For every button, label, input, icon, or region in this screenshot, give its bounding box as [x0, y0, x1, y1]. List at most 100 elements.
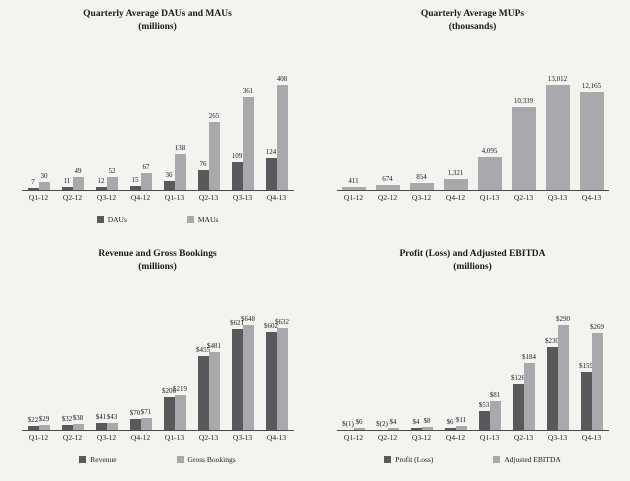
bar: [478, 410, 490, 430]
bar: [375, 184, 400, 190]
bar-group: $41 $43: [90, 313, 124, 430]
x-axis-label: Q1-13: [164, 432, 185, 442]
x-axis-label: Q4-12: [445, 432, 466, 442]
x-axis-label: Q2-13: [513, 192, 534, 202]
plot-area: $(1) $6 $(2) $4 $4 $8 $6 $11 $53 $81 $126 $184 $230 $…: [336, 313, 609, 431]
bar-group: $455 $481: [192, 313, 226, 430]
bar-group: $4 $8: [405, 313, 439, 430]
bar-value-label: $6: [355, 417, 363, 426]
bar-value-label: 30: [40, 171, 48, 180]
legend-item: Gross Bookings: [176, 455, 236, 464]
x-axis-label: Q4-13: [266, 432, 287, 442]
bar: [95, 422, 107, 430]
chart-title: Quarterly Average DAUs and MAUs (million…: [83, 8, 232, 34]
bar-group: $(1) $6: [337, 313, 371, 430]
bar-wrap: 12: [95, 73, 107, 190]
legend-label: Revenue: [90, 454, 117, 464]
bar: [477, 156, 502, 190]
bar: [353, 427, 365, 430]
bar-value-label: 408: [276, 74, 288, 83]
bar: [545, 84, 570, 190]
bar: [231, 328, 243, 430]
bar-group: 11 49: [56, 73, 90, 190]
bar-value-label: $32: [61, 414, 73, 423]
bar-value-label: 12: [97, 176, 105, 185]
bar-group: $126 $184: [507, 313, 541, 430]
x-axis-label: Q4-12: [130, 432, 151, 442]
bar-value-label: 13,012: [547, 74, 568, 83]
bar-wrap: $(2): [376, 313, 388, 430]
bar: [443, 178, 468, 190]
bar-wrap: 411: [341, 73, 366, 190]
x-axis-labels: Q1-12 Q2-12 Q3-12 Q4-12 Q1-13 Q2-13 Q3-13 Q4-13: [337, 193, 609, 202]
bar-wrap: $648: [241, 313, 255, 430]
bar-value-label: 361: [242, 86, 254, 95]
chart-profit-loss-adjusted-ebitda: Profit (Loss) and Adjusted EBITDA (milli…: [315, 240, 630, 481]
bar-value-label: $184: [522, 352, 536, 361]
bar-wrap: $8: [421, 313, 433, 430]
bar-value-label: 124: [265, 147, 277, 156]
bar: [455, 425, 467, 430]
bar: [421, 426, 433, 430]
bar: [580, 371, 592, 430]
bar-wrap: $159: [579, 313, 593, 430]
bar-value-label: $206: [162, 386, 176, 395]
bar-value-label: $602: [264, 321, 278, 330]
x-axis-label: Q1-13: [479, 192, 500, 202]
chart-title-line1: Profit (Loss) and Adjusted EBITDA: [399, 249, 546, 259]
x-axis-labels: Q1-12 Q2-12 Q3-12 Q4-12 Q1-13 Q2-13 Q3-13 Q4-13: [22, 193, 294, 202]
bar-value-label: $648: [241, 314, 255, 323]
legend-item: Adjusted EBITDA: [493, 455, 561, 464]
bar-wrap: $41: [95, 313, 107, 430]
bar-wrap: 854: [409, 73, 434, 190]
bar-value-label: $22: [27, 415, 39, 424]
bar-wrap: 674: [375, 73, 400, 190]
chart-daus-maus: Quarterly Average DAUs and MAUs (million…: [0, 0, 315, 240]
legend-label: Profit (Loss): [395, 454, 434, 464]
bar-value-label: 109: [231, 151, 243, 160]
bar: [208, 121, 220, 190]
bar-group: $230 $290: [541, 313, 575, 430]
bar: [242, 96, 254, 190]
bar: [231, 161, 243, 190]
bar-wrap: $455: [196, 313, 210, 430]
bar-group: $159 $269: [575, 313, 609, 430]
bar-value-label: 67: [142, 162, 150, 171]
x-axis-label: Q1-13: [479, 432, 500, 442]
bar: [27, 425, 39, 430]
legend: DAUs MAUs: [96, 215, 218, 224]
x-axis-labels: Q1-12 Q2-12 Q3-12 Q4-12 Q1-13 Q2-13 Q3-13 Q4-13: [337, 433, 609, 442]
bar-wrap: 12,165: [579, 73, 604, 190]
bar-wrap: $(1): [342, 313, 354, 430]
bar: [38, 181, 50, 190]
bar-group: 1,321: [439, 73, 473, 190]
legend-swatch: [96, 215, 104, 223]
bar-value-label: 49: [74, 166, 82, 175]
bar-wrap: $602: [264, 313, 278, 430]
chart-title-line2: (millions): [138, 261, 177, 272]
bar-wrap: $219: [173, 313, 187, 430]
chart-title-line1: Revenue and Gross Bookings: [98, 249, 217, 259]
bar: [174, 394, 186, 430]
bar-value-label: $8: [423, 416, 431, 425]
bar-group: 12 52: [90, 73, 124, 190]
bar-wrap: $269: [590, 313, 604, 430]
bar: [140, 172, 152, 190]
bar-wrap: $81: [489, 313, 501, 430]
bar-value-label: 11: [63, 176, 71, 185]
bar-value-label: 1,321: [447, 168, 464, 177]
bar: [444, 427, 456, 430]
bar-value-label: 7: [31, 177, 35, 186]
x-axis-label: Q3-12: [411, 432, 432, 442]
bar-wrap: $4: [387, 313, 399, 430]
bar-wrap: $6: [353, 313, 365, 430]
bar-value-label: 52: [108, 166, 116, 175]
bar-wrap: 361: [242, 73, 254, 190]
legend-item: MAUs: [186, 215, 218, 224]
bar: [61, 186, 73, 190]
bar-value-label: $11: [455, 415, 467, 424]
chart-title-line1: Quarterly Average MUPs: [420, 9, 525, 19]
bar: [387, 427, 399, 430]
legend-item: Revenue: [79, 454, 117, 464]
